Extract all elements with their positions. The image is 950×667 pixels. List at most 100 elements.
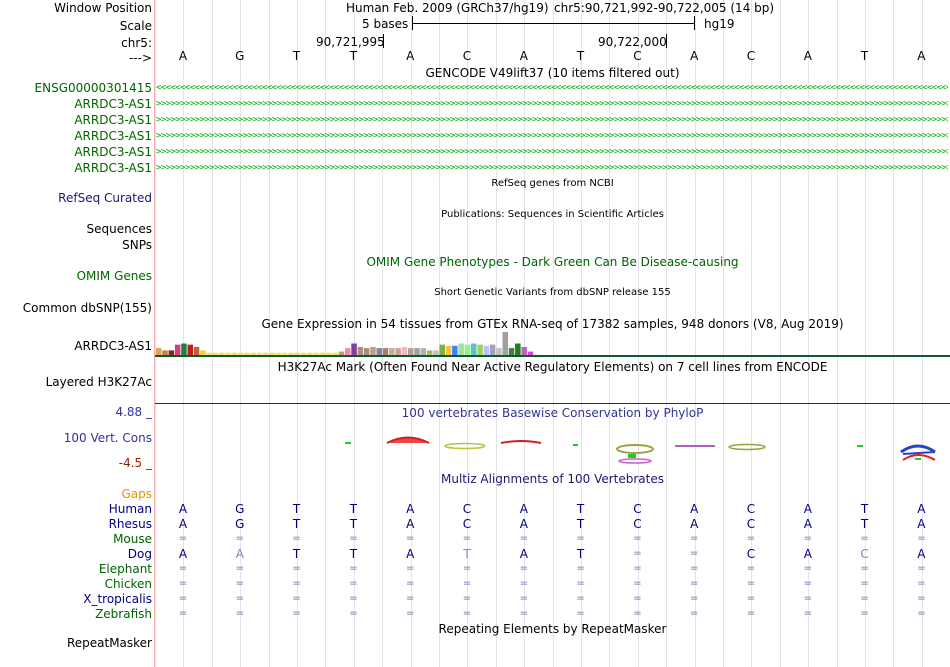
- gencode-item-label[interactable]: ARRDC3-AS1: [74, 97, 152, 111]
- gtex-tissue-bar[interactable]: [244, 352, 250, 355]
- gtex-tissue-bar[interactable]: [338, 351, 345, 355]
- gtex-tissue-bar[interactable]: [193, 346, 200, 355]
- alignment-species-label[interactable]: Elephant: [98, 562, 152, 576]
- gtex-tissue-bar[interactable]: [389, 348, 395, 355]
- gtex-tissue-bar[interactable]: [200, 350, 206, 355]
- snps-label[interactable]: SNPs: [122, 238, 152, 252]
- gencode-transcript-line[interactable]: >>>>>>>>>>>>>>>>>>>>>>>>>>>>>>>>>>>>>>>>…: [156, 115, 948, 125]
- gencode-transcript-line[interactable]: >>>>>>>>>>>>>>>>>>>>>>>>>>>>>>>>>>>>>>>>…: [156, 147, 948, 157]
- gtex-tissue-bar[interactable]: [269, 352, 275, 355]
- alignment-species-label[interactable]: Zebrafish: [95, 607, 152, 621]
- alignment-species-label[interactable]: Chicken: [104, 577, 152, 591]
- gtex-tissue-bar[interactable]: [408, 348, 414, 355]
- alignment-species-label[interactable]: Dog: [127, 547, 152, 561]
- gtex-tissue-bar[interactable]: [250, 352, 257, 355]
- gtex-tissue-bar[interactable]: [515, 343, 521, 356]
- gtex-tissue-bar[interactable]: [181, 343, 187, 356]
- gtex-tissue-bar[interactable]: [508, 348, 515, 355]
- gtex-tissue-bar[interactable]: [433, 350, 439, 355]
- gtex-tissue-bar[interactable]: [168, 350, 175, 355]
- gtex-tissue-bar[interactable]: [527, 351, 534, 355]
- h3k27ac-track-label[interactable]: Layered H3K27Ac: [45, 375, 152, 389]
- gtex-tissue-bar[interactable]: [483, 345, 490, 355]
- repeatmasker-track-title[interactable]: Repeating Elements by RepeatMasker: [438, 622, 667, 636]
- gtex-tissue-bar[interactable]: [471, 343, 477, 356]
- gtex-tissue-bar[interactable]: [477, 344, 483, 355]
- gtex-tissue-bar[interactable]: [357, 346, 364, 355]
- gtex-tissue-bar[interactable]: [332, 352, 338, 355]
- alignment-species-label[interactable]: X_tropicalis: [83, 592, 152, 606]
- gtex-tissue-bar[interactable]: [395, 348, 401, 355]
- gtex-tissue-bar[interactable]: [376, 348, 383, 355]
- gtex-tissue-bar[interactable]: [187, 344, 194, 355]
- gtex-tissue-bar[interactable]: [313, 352, 320, 355]
- gencode-track-title[interactable]: GENCODE V49lift37 (10 items filtered out…: [425, 66, 680, 80]
- gencode-item-label[interactable]: ARRDC3-AS1: [74, 161, 152, 175]
- gtex-tissue-bar[interactable]: [345, 348, 351, 355]
- alignment-species-label[interactable]: Mouse: [113, 532, 152, 546]
- gtex-tissue-bar[interactable]: [370, 346, 376, 355]
- phylop-track-title[interactable]: 100 vertebrates Basewise Conservation by…: [401, 406, 704, 420]
- gtex-tissue-bar[interactable]: [496, 348, 502, 355]
- gtex-tissue-bar[interactable]: [231, 352, 238, 355]
- gencode-transcript-line[interactable]: >>>>>>>>>>>>>>>>>>>>>>>>>>>>>>>>>>>>>>>>…: [156, 163, 948, 173]
- gtex-tissue-bar[interactable]: [414, 348, 420, 355]
- gencode-item-label[interactable]: ENSG00000301415: [34, 81, 152, 95]
- sequences-label[interactable]: Sequences: [86, 222, 152, 236]
- omim-track-title[interactable]: OMIM Gene Phenotypes - Dark Green Can Be…: [366, 255, 739, 269]
- gtex-tissue-bar[interactable]: [489, 344, 496, 355]
- gtex-tissue-bar[interactable]: [237, 352, 244, 355]
- gtex-tissue-bar[interactable]: [294, 352, 301, 355]
- gtex-tissue-bar[interactable]: [275, 352, 282, 355]
- gtex-track-title[interactable]: Gene Expression in 54 tissues from GTEx …: [261, 317, 844, 331]
- gtex-tissue-bar[interactable]: [420, 348, 427, 355]
- gtex-tissue-bar[interactable]: [426, 350, 433, 355]
- gtex-expression-chart[interactable]: [155, 328, 950, 358]
- gtex-tissue-bar[interactable]: [401, 346, 408, 355]
- refseq-track-label[interactable]: RefSeq Curated: [58, 191, 152, 205]
- alignment-species-label[interactable]: Human: [108, 502, 152, 516]
- gtex-tissue-bar[interactable]: [225, 352, 231, 355]
- gtex-tissue-bar[interactable]: [174, 344, 181, 355]
- phylop-conservation-plot[interactable]: [155, 428, 950, 468]
- gencode-transcript-line[interactable]: >>>>>>>>>>>>>>>>>>>>>>>>>>>>>>>>>>>>>>>>…: [156, 99, 948, 109]
- gtex-tissue-bar[interactable]: [219, 352, 225, 355]
- gencode-transcript-line[interactable]: <<<<<<<<<<<<<<<<<<<<<<<<<<<<<<<<<<<<<<<<…: [156, 83, 948, 93]
- gencode-item-label[interactable]: ARRDC3-AS1: [74, 113, 152, 127]
- gtex-tissue-bar[interactable]: [256, 352, 263, 355]
- dbsnp-track-label[interactable]: Common dbSNP(155): [22, 301, 152, 315]
- gtex-tissue-bar[interactable]: [464, 344, 471, 355]
- alignment-species-label[interactable]: Rhesus: [108, 517, 152, 531]
- gencode-transcript-line[interactable]: >>>>>>>>>>>>>>>>>>>>>>>>>>>>>>>>>>>>>>>>…: [156, 131, 948, 141]
- gtex-tissue-bar[interactable]: [288, 352, 294, 355]
- repeatmasker-track-label[interactable]: RepeatMasker: [66, 636, 152, 650]
- gaps-label[interactable]: Gaps: [121, 487, 152, 501]
- gtex-tissue-bar[interactable]: [439, 344, 446, 355]
- dbsnp-track-title[interactable]: Short Genetic Variants from dbSNP releas…: [434, 287, 671, 298]
- phylop-track-label[interactable]: 100 Vert. Cons: [63, 431, 152, 445]
- omim-track-label[interactable]: OMIM Genes: [76, 269, 152, 283]
- gtex-tissue-bar[interactable]: [458, 343, 464, 356]
- gtex-tissue-bar[interactable]: [521, 346, 527, 355]
- h3k27ac-track-title[interactable]: H3K27Ac Mark (Often Found Near Active Re…: [277, 360, 828, 374]
- gtex-tissue-bar[interactable]: [212, 352, 219, 355]
- gtex-tissue-bar[interactable]: [326, 352, 332, 355]
- gtex-gene-label[interactable]: ARRDC3-AS1: [74, 339, 152, 353]
- gtex-tissue-bar[interactable]: [206, 352, 212, 355]
- gencode-item-label[interactable]: ARRDC3-AS1: [74, 129, 152, 143]
- gtex-tissue-bar[interactable]: [363, 348, 370, 355]
- gtex-tissue-bar[interactable]: [452, 345, 458, 355]
- gencode-item-label[interactable]: ARRDC3-AS1: [74, 145, 152, 159]
- gtex-tissue-bar[interactable]: [382, 348, 389, 355]
- multiz-track-title[interactable]: Multiz Alignments of 100 Vertebrates: [440, 472, 665, 486]
- publications-track-title[interactable]: Publications: Sequences in Scientific Ar…: [441, 209, 664, 220]
- gtex-tissue-bar[interactable]: [351, 343, 357, 356]
- refseq-track-title[interactable]: RefSeq genes from NCBI: [491, 178, 614, 189]
- gtex-tissue-bar[interactable]: [263, 352, 269, 355]
- gtex-tissue-bar[interactable]: [282, 352, 288, 355]
- gtex-tissue-bar[interactable]: [502, 332, 509, 355]
- gtex-tissue-bar[interactable]: [162, 350, 168, 355]
- gtex-tissue-bar[interactable]: [319, 352, 326, 355]
- gtex-tissue-bar[interactable]: [300, 352, 307, 355]
- gtex-tissue-bar[interactable]: [307, 352, 313, 355]
